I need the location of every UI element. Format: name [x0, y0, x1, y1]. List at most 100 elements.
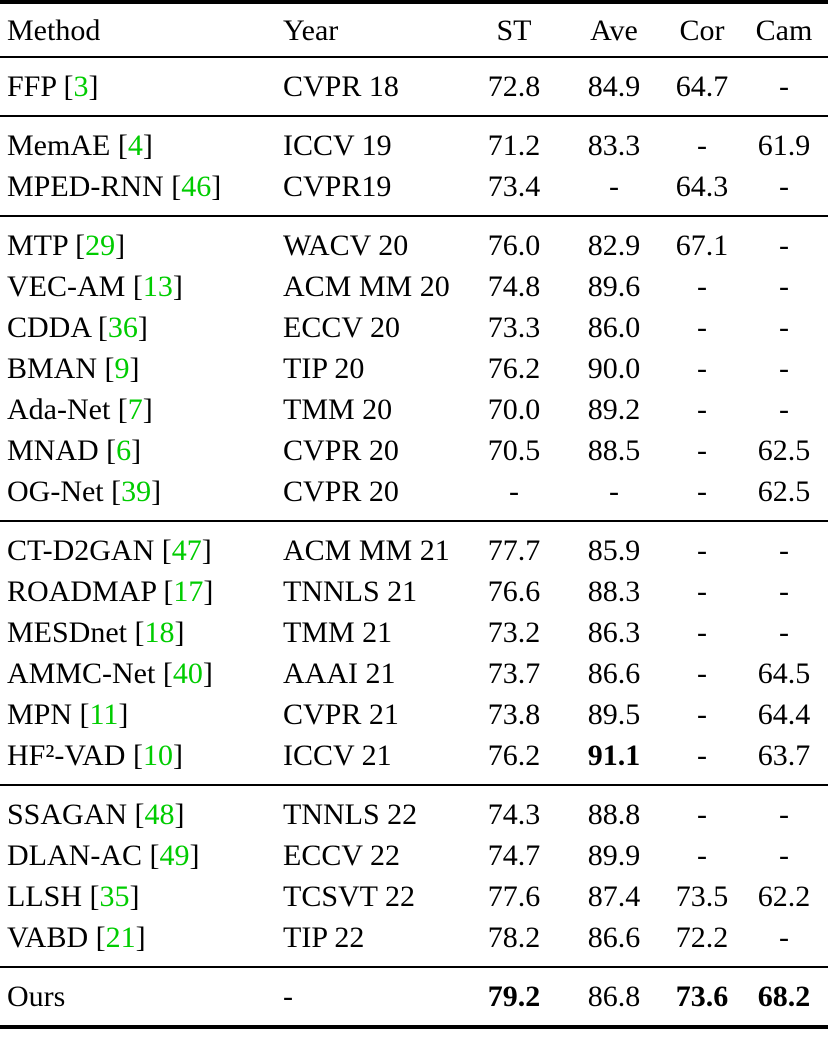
year-cell: TCSVT 22: [283, 880, 415, 913]
citation-link[interactable]: 7: [127, 393, 143, 426]
method-cell: MNAD [6]: [7, 434, 142, 467]
year-cell: TIP 22: [277, 917, 464, 968]
table-row: FFP [3] CVPR 18 72.8 84.9 64.7-: [0, 57, 828, 117]
year-cell: ACM MM 21: [283, 534, 450, 567]
st-value: 76.0: [487, 229, 541, 262]
cam-value: 62.2: [757, 880, 811, 913]
table-row: VABD [21] TIP 22 78.2 86.6 72.2-: [0, 917, 828, 968]
citation-link[interactable]: 10: [142, 739, 173, 772]
table-row: SSAGAN [48] TNNLS 22 74.3 88.8 - -: [0, 785, 828, 835]
method-name: Ada-Net: [7, 393, 111, 426]
table-row: DLAN-AC [49] ECCV 22 74.7 89.9 - -: [0, 835, 828, 876]
cam-value: 64.5: [757, 657, 811, 690]
cor-value: -: [697, 575, 707, 608]
year-cell: -: [277, 967, 464, 1028]
cor-value: -: [697, 352, 707, 385]
cor-value: 64.3: [664, 166, 740, 217]
ave-value: 89.6: [587, 270, 641, 303]
year-cell: TNNLS 21: [283, 575, 418, 608]
table-row: CDDA [36] ECCV 20 73.3 86.0 - -: [0, 307, 828, 348]
citation-link[interactable]: 11: [89, 698, 119, 731]
year-cell: TIP 20: [283, 352, 365, 385]
column-header-cor: Cor: [664, 2, 740, 58]
method-name: Ours: [7, 980, 66, 1013]
cam-value: -: [779, 534, 789, 567]
cor-value: -: [697, 698, 707, 731]
cam-value: 62.5: [757, 434, 811, 467]
citation-link[interactable]: 48: [144, 798, 175, 831]
ave-value: 89.9: [587, 839, 641, 872]
citation-link[interactable]: 39: [121, 475, 152, 508]
column-header-ave: Ave: [564, 2, 664, 58]
st-value: 74.7: [487, 839, 541, 872]
column-header-st: ST: [464, 2, 564, 58]
cam-value: 63.7: [740, 735, 828, 786]
citation-link[interactable]: 3: [73, 70, 89, 103]
cor-value: -: [697, 270, 707, 303]
ave-value: 86.0: [587, 311, 641, 344]
citation-link[interactable]: 4: [127, 129, 143, 162]
method-name: FFP: [7, 70, 56, 103]
method-cell: HF²-VAD [10]: [0, 735, 277, 786]
year-cell: CVPR 21: [283, 698, 399, 731]
citation-link[interactable]: 9: [114, 352, 130, 385]
citation-link[interactable]: 17: [173, 575, 204, 608]
ave-value: 88.3: [587, 575, 641, 608]
st-value: 77.7: [487, 534, 541, 567]
method-name: MTP: [7, 229, 68, 262]
method-name: BMAN: [7, 352, 98, 385]
st-value: 74.8: [487, 270, 541, 303]
year-cell: TMM 21: [283, 616, 393, 649]
cam-value: -: [779, 270, 789, 303]
table-row: AMMC-Net [40] AAAI 21 73.7 86.6 - 64.5: [0, 653, 828, 694]
table-row: OG-Net [39] CVPR 20- - -62.5: [0, 471, 828, 522]
year-cell: CVPR 20: [283, 434, 399, 467]
method-cell: MTP [29]: [7, 229, 126, 262]
year-cell: ECCV 20: [283, 311, 400, 344]
cam-value: 62.5: [740, 471, 828, 522]
method-name: OG-Net: [7, 475, 104, 508]
st-value: 76.6: [487, 575, 541, 608]
method-name: DLAN-AC: [7, 839, 142, 872]
method-name: HF²-VAD: [7, 739, 126, 772]
method-cell: FFP [3]: [0, 57, 277, 117]
ave-value: 88.8: [587, 798, 641, 831]
method-cell: DLAN-AC [49]: [7, 839, 200, 872]
column-header-year: Year: [277, 2, 464, 58]
year-cell: CVPR 18: [277, 57, 464, 117]
method-name: AMMC-Net: [7, 657, 156, 690]
method-name: VEC-AM: [7, 270, 126, 303]
citation-link[interactable]: 36: [107, 311, 138, 344]
citation-link[interactable]: 18: [144, 616, 175, 649]
table-row: HF²-VAD [10] ICCV 21 76.2 91.1-63.7: [0, 735, 828, 786]
cor-value: -: [664, 471, 740, 522]
year-cell: ICCV 19: [283, 129, 392, 162]
st-value: 77.6: [487, 880, 541, 913]
method-cell: MemAE [4]: [7, 129, 153, 162]
method-cell: VEC-AM [13]: [7, 270, 183, 303]
year-cell: CVPR19: [277, 166, 464, 217]
st-value: 76.2: [487, 352, 541, 385]
cam-value: 64.4: [757, 698, 811, 731]
citation-link[interactable]: 35: [99, 880, 130, 913]
table-row: Ada-Net [7] TMM 20 70.0 89.2 - -: [0, 389, 828, 430]
cor-value: -: [697, 657, 707, 690]
citation-link[interactable]: 29: [85, 229, 116, 262]
year-cell: TNNLS 22: [283, 798, 418, 831]
method-name: VABD: [7, 921, 89, 954]
method-cell: Ada-Net [7]: [7, 393, 153, 426]
table-row: LLSH [35] TCSVT 22 77.6 87.4 73.5 62.2: [0, 876, 828, 917]
year-cell: ACM MM 20: [283, 270, 450, 303]
citation-link[interactable]: 13: [142, 270, 173, 303]
citation-link[interactable]: 46: [181, 170, 212, 203]
citation-link[interactable]: 40: [172, 657, 203, 690]
citation-link[interactable]: 49: [159, 839, 190, 872]
cor-value: 64.7: [664, 57, 740, 117]
year-cell: CVPR 20: [277, 471, 464, 522]
citation-link[interactable]: 6: [116, 434, 132, 467]
method-name: SSAGAN: [7, 798, 128, 831]
citation-link[interactable]: 47: [171, 534, 202, 567]
ave-value: 91.1: [564, 735, 664, 786]
st-value: 73.7: [487, 657, 541, 690]
citation-link[interactable]: 21: [105, 921, 136, 954]
